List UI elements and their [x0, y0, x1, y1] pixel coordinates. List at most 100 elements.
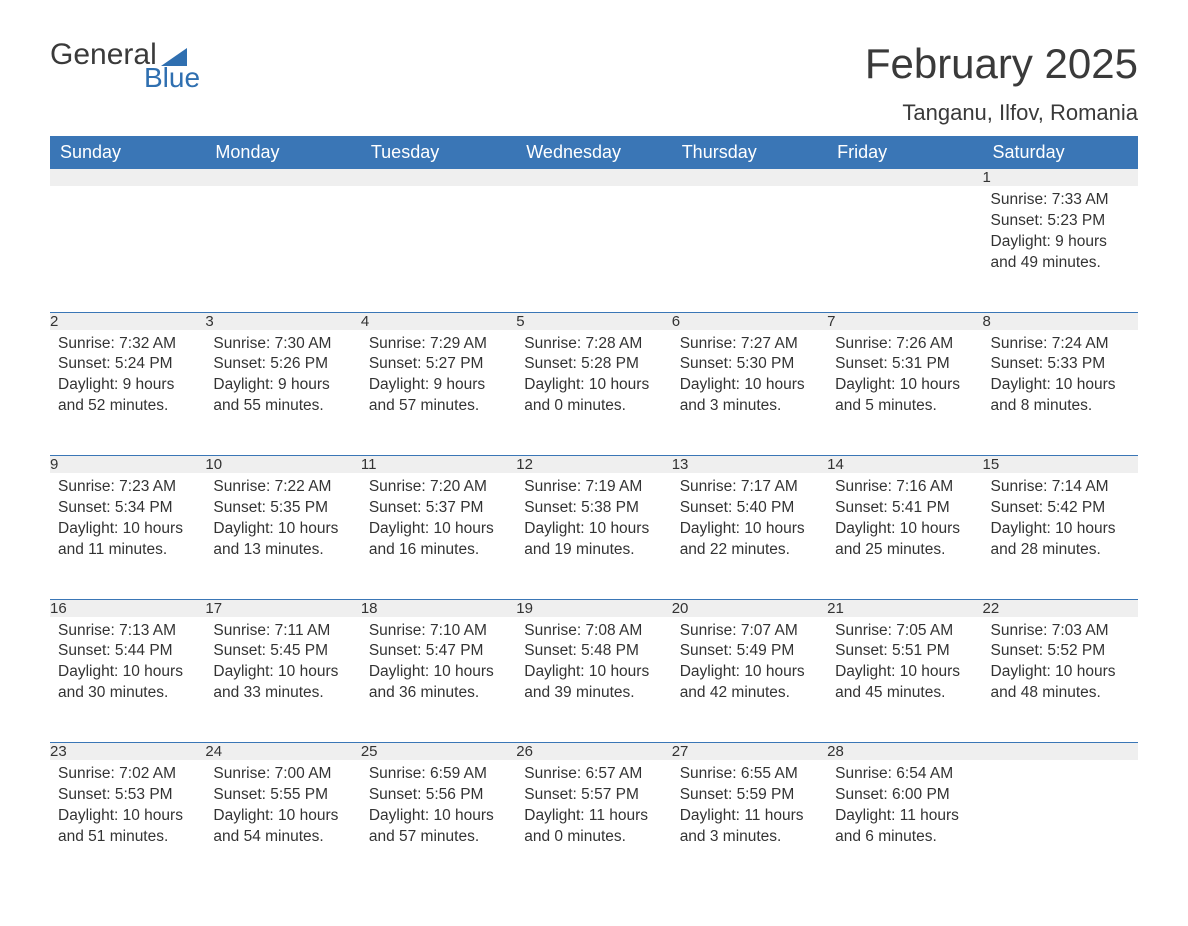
day-number-cell	[672, 169, 827, 186]
day-cell: Sunrise: 7:08 AMSunset: 5:48 PMDaylight:…	[516, 617, 671, 743]
daylight-line: Daylight: 10 hours and 39 minutes.	[524, 662, 663, 704]
sunset-line: Sunset: 5:28 PM	[524, 354, 663, 375]
day-number-cell: 28	[827, 743, 982, 760]
day-cell: Sunrise: 7:28 AMSunset: 5:28 PMDaylight:…	[516, 330, 671, 456]
day-number-cell: 13	[672, 456, 827, 473]
sunrise-line: Sunrise: 7:29 AM	[369, 334, 508, 355]
day-cell: Sunrise: 7:02 AMSunset: 5:53 PMDaylight:…	[50, 760, 205, 886]
sunset-line: Sunset: 5:49 PM	[680, 641, 819, 662]
daylight-line: Daylight: 11 hours and 6 minutes.	[835, 806, 974, 848]
daylight-line: Daylight: 10 hours and 16 minutes.	[369, 519, 508, 561]
day-cell	[361, 186, 516, 312]
day-number-cell: 22	[983, 600, 1138, 617]
sunrise-line: Sunrise: 7:22 AM	[213, 477, 352, 498]
weekday-header: Monday	[205, 136, 360, 169]
sunrise-line: Sunrise: 7:00 AM	[213, 764, 352, 785]
daylight-line: Daylight: 10 hours and 42 minutes.	[680, 662, 819, 704]
sunset-line: Sunset: 5:23 PM	[991, 211, 1130, 232]
day-number-cell: 18	[361, 600, 516, 617]
location: Tanganu, Ilfov, Romania	[865, 100, 1138, 126]
daylight-line: Daylight: 10 hours and 25 minutes.	[835, 519, 974, 561]
sunrise-line: Sunrise: 6:59 AM	[369, 764, 508, 785]
daylight-line: Daylight: 11 hours and 3 minutes.	[680, 806, 819, 848]
day-number-cell: 8	[983, 313, 1138, 330]
sunrise-line: Sunrise: 7:33 AM	[991, 190, 1130, 211]
day-cell: Sunrise: 7:17 AMSunset: 5:40 PMDaylight:…	[672, 473, 827, 599]
daylight-line: Daylight: 10 hours and 30 minutes.	[58, 662, 197, 704]
daylight-line: Daylight: 10 hours and 33 minutes.	[213, 662, 352, 704]
day-cell	[50, 186, 205, 312]
daylight-line: Daylight: 10 hours and 22 minutes.	[680, 519, 819, 561]
sunset-line: Sunset: 5:33 PM	[991, 354, 1130, 375]
day-number-cell: 3	[205, 313, 360, 330]
day-cell: Sunrise: 7:07 AMSunset: 5:49 PMDaylight:…	[672, 617, 827, 743]
day-number-cell: 15	[983, 456, 1138, 473]
sunset-line: Sunset: 5:38 PM	[524, 498, 663, 519]
sunrise-line: Sunrise: 7:17 AM	[680, 477, 819, 498]
day-number-cell: 27	[672, 743, 827, 760]
day-number-cell	[50, 169, 205, 186]
day-number-cell	[827, 169, 982, 186]
sunrise-line: Sunrise: 7:32 AM	[58, 334, 197, 355]
day-number-cell: 19	[516, 600, 671, 617]
daylight-line: Daylight: 9 hours and 52 minutes.	[58, 375, 197, 417]
day-cell: Sunrise: 7:30 AMSunset: 5:26 PMDaylight:…	[205, 330, 360, 456]
daylight-line: Daylight: 10 hours and 45 minutes.	[835, 662, 974, 704]
day-cell: Sunrise: 7:10 AMSunset: 5:47 PMDaylight:…	[361, 617, 516, 743]
sunset-line: Sunset: 5:31 PM	[835, 354, 974, 375]
sunset-line: Sunset: 5:59 PM	[680, 785, 819, 806]
day-number-cell: 2	[50, 313, 205, 330]
day-cell: Sunrise: 7:13 AMSunset: 5:44 PMDaylight:…	[50, 617, 205, 743]
day-number-cell: 9	[50, 456, 205, 473]
sunrise-line: Sunrise: 7:30 AM	[213, 334, 352, 355]
daylight-line: Daylight: 10 hours and 48 minutes.	[991, 662, 1130, 704]
sunset-line: Sunset: 6:00 PM	[835, 785, 974, 806]
sunset-line: Sunset: 5:24 PM	[58, 354, 197, 375]
sunset-line: Sunset: 5:52 PM	[991, 641, 1130, 662]
day-number-cell: 10	[205, 456, 360, 473]
sunrise-line: Sunrise: 7:28 AM	[524, 334, 663, 355]
sunrise-line: Sunrise: 7:10 AM	[369, 621, 508, 642]
day-cell: Sunrise: 7:23 AMSunset: 5:34 PMDaylight:…	[50, 473, 205, 599]
sunrise-line: Sunrise: 7:24 AM	[991, 334, 1130, 355]
header: General Blue February 2025 Tanganu, Ilfo…	[50, 40, 1138, 126]
weekday-header: Tuesday	[361, 136, 516, 169]
day-number-cell: 11	[361, 456, 516, 473]
calendar-table: SundayMondayTuesdayWednesdayThursdayFrid…	[50, 136, 1138, 886]
sunset-line: Sunset: 5:47 PM	[369, 641, 508, 662]
day-number-cell	[361, 169, 516, 186]
day-cell: Sunrise: 7:05 AMSunset: 5:51 PMDaylight:…	[827, 617, 982, 743]
month-title: February 2025	[865, 40, 1138, 88]
sunset-line: Sunset: 5:57 PM	[524, 785, 663, 806]
day-cell: Sunrise: 6:54 AMSunset: 6:00 PMDaylight:…	[827, 760, 982, 886]
daylight-line: Daylight: 10 hours and 5 minutes.	[835, 375, 974, 417]
day-number-cell: 23	[50, 743, 205, 760]
sunrise-line: Sunrise: 7:26 AM	[835, 334, 974, 355]
sunset-line: Sunset: 5:42 PM	[991, 498, 1130, 519]
day-number-cell: 25	[361, 743, 516, 760]
day-number-cell: 7	[827, 313, 982, 330]
weekday-header: Wednesday	[516, 136, 671, 169]
day-number-cell: 14	[827, 456, 982, 473]
sunrise-line: Sunrise: 7:27 AM	[680, 334, 819, 355]
day-cell: Sunrise: 7:00 AMSunset: 5:55 PMDaylight:…	[205, 760, 360, 886]
sunset-line: Sunset: 5:53 PM	[58, 785, 197, 806]
day-number-cell: 6	[672, 313, 827, 330]
day-cell: Sunrise: 7:32 AMSunset: 5:24 PMDaylight:…	[50, 330, 205, 456]
daylight-line: Daylight: 10 hours and 28 minutes.	[991, 519, 1130, 561]
logo-word2: Blue	[144, 64, 200, 92]
day-number-cell: 4	[361, 313, 516, 330]
day-cell	[827, 186, 982, 312]
day-cell: Sunrise: 7:19 AMSunset: 5:38 PMDaylight:…	[516, 473, 671, 599]
day-number-cell: 21	[827, 600, 982, 617]
sunset-line: Sunset: 5:41 PM	[835, 498, 974, 519]
weekday-header: Saturday	[983, 136, 1138, 169]
day-cell: Sunrise: 7:11 AMSunset: 5:45 PMDaylight:…	[205, 617, 360, 743]
daylight-line: Daylight: 10 hours and 8 minutes.	[991, 375, 1130, 417]
sunrise-line: Sunrise: 7:13 AM	[58, 621, 197, 642]
sunrise-line: Sunrise: 7:19 AM	[524, 477, 663, 498]
day-cell	[205, 186, 360, 312]
day-number-cell: 17	[205, 600, 360, 617]
day-cell: Sunrise: 6:55 AMSunset: 5:59 PMDaylight:…	[672, 760, 827, 886]
sunrise-line: Sunrise: 7:07 AM	[680, 621, 819, 642]
